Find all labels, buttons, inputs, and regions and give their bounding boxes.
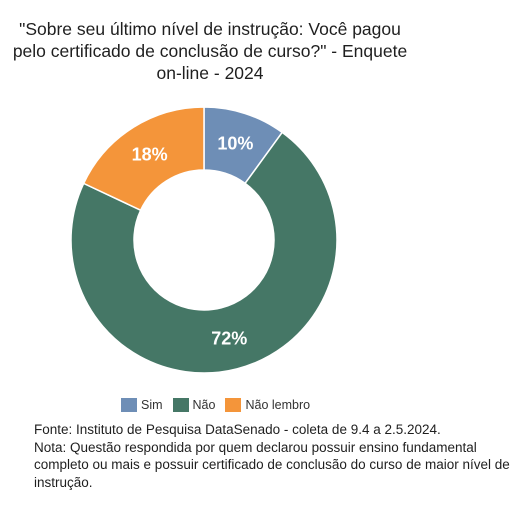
chart-legend: Sim Não Não lembro [121,398,310,412]
legend-item-nao: Não [172,398,216,412]
chart-title: "Sobre seu último nível de instrução: Vo… [12,19,408,83]
slice-label-sim: 10% [217,133,253,153]
legend-label-sim: Sim [141,398,163,412]
legend-item-sim: Sim [121,398,163,412]
legend-swatch-nao-lembro [225,398,242,412]
legend-label-nao: Não [192,398,216,412]
legend-label-nao-lembro: Não lembro [245,398,311,412]
slice-nao [70,131,338,374]
source-note: Fonte: Instituto de Pesquisa DataSenado … [34,422,441,437]
slice-label-nao-lembro: 18% [132,144,168,164]
donut-slice-labels: 10% 72% 18% [132,133,254,348]
slice-label-nao: 72% [211,328,247,348]
methodology-note: Nota: Questão respondida por quem declar… [34,439,510,490]
legend-swatch-nao [172,398,189,412]
legend-item-nao-lembro: Não lembro [225,398,310,412]
donut-slices [70,106,338,374]
legend-swatch-sim [121,398,137,412]
chart-footer: Fonte: Instituto de Pesquisa DataSenado … [34,421,524,491]
slice-nao-lembro [82,106,205,212]
